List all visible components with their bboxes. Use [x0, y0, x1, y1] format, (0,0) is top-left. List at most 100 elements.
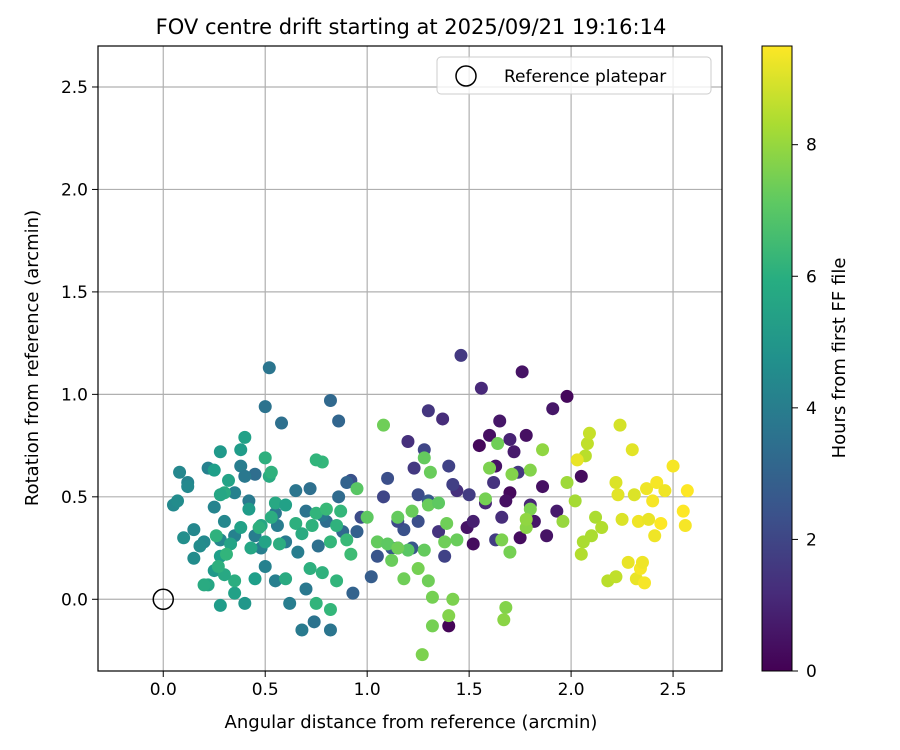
x-tick-label: 1.0: [354, 680, 381, 700]
scatter-point: [640, 482, 654, 496]
scatter-point: [495, 510, 509, 524]
scatter-point: [376, 490, 390, 504]
scatter-point: [224, 537, 238, 551]
scatter-point: [493, 414, 507, 428]
scatter-point: [523, 502, 537, 516]
scatter-point: [515, 365, 529, 379]
scatter-point: [495, 533, 509, 547]
scatter-point: [560, 389, 574, 403]
scatter-point: [417, 451, 431, 465]
scatter-point: [209, 529, 223, 543]
scatter-point: [307, 615, 321, 629]
scatter-point: [309, 506, 323, 520]
scatter-point: [234, 521, 248, 535]
scatter-point: [505, 467, 519, 481]
scatter-point: [546, 402, 560, 416]
y-axis-ticks: 0.0 0.5 1.0 1.5 2.0 2.5: [61, 78, 98, 610]
scatter-point: [550, 504, 564, 518]
scatter-point: [650, 475, 664, 489]
scatter-point: [311, 539, 325, 553]
scatter-point: [193, 539, 207, 553]
scatter-point: [676, 504, 690, 518]
plot-background: [98, 46, 722, 671]
scatter-point: [264, 465, 278, 479]
scatter-point: [173, 465, 187, 479]
scatter-point: [401, 543, 415, 557]
scatter-point: [291, 545, 305, 559]
scatter-point: [438, 535, 452, 549]
scatter-point: [503, 545, 517, 559]
scatter-point: [438, 549, 452, 563]
scatter-point: [615, 512, 629, 526]
scatter-point: [574, 469, 588, 483]
scatter-point: [213, 598, 227, 612]
scatter-point: [407, 461, 421, 475]
scatter-point: [244, 541, 258, 555]
scatter-point: [303, 562, 317, 576]
scatter-point: [275, 416, 289, 430]
scatter-point: [211, 559, 225, 573]
scatter-point: [609, 570, 623, 584]
scatter-point: [283, 596, 297, 610]
scatter-point: [411, 488, 425, 502]
scatter-point: [570, 453, 584, 467]
scatter-point: [478, 492, 492, 506]
scatter-point: [391, 541, 405, 555]
x-tick-label: 0.5: [252, 680, 279, 700]
colorbar-tick-label: 8: [806, 136, 817, 156]
plot-frame: [97, 45, 723, 672]
scatter-point: [272, 537, 286, 551]
scatter-point: [289, 484, 303, 498]
scatter-point: [638, 576, 652, 590]
x-axis-label: Angular distance from reference (arcmin): [225, 712, 598, 733]
scatter-point: [472, 439, 486, 453]
scatter-point: [421, 574, 435, 588]
scatter-point: [381, 471, 395, 485]
scatter-point: [415, 648, 429, 662]
y-axis-label: Rotation from reference (arcmin): [22, 210, 43, 506]
scatter-point: [299, 582, 313, 596]
legend-reference-marker: [455, 65, 477, 87]
scatter-point: [279, 572, 293, 586]
scatter-point: [411, 514, 425, 528]
scatter-point: [213, 488, 227, 502]
scatter-point: [360, 510, 374, 524]
scatter-point: [385, 553, 399, 567]
scatter-point: [279, 498, 293, 512]
scatter-point: [454, 348, 468, 362]
scatter-point: [289, 516, 303, 530]
y-tick-label: 1.0: [61, 385, 88, 405]
scatter-point: [442, 619, 456, 633]
scatter-point: [432, 496, 446, 510]
scatter-point: [252, 521, 266, 535]
scatter-point: [268, 496, 282, 510]
scatter-point: [560, 475, 574, 489]
legend-box: [436, 56, 712, 95]
scatter-point: [613, 418, 627, 432]
scatter-point: [309, 453, 323, 467]
scatter-point: [234, 443, 248, 457]
scatter-point: [584, 529, 598, 543]
scatter-point: [417, 543, 431, 557]
colorbar-tick-label: 6: [806, 267, 817, 287]
scatter-point: [462, 488, 476, 502]
scatter-point: [330, 519, 344, 533]
x-tick-label: 1.5: [456, 680, 483, 700]
scatter-point: [436, 412, 450, 426]
scatter-point: [423, 465, 437, 479]
scatter-point: [574, 547, 588, 561]
scatter-point: [580, 437, 594, 451]
scatter-point: [523, 463, 537, 477]
scatter-point: [627, 488, 641, 502]
scatter-point: [611, 488, 625, 502]
scatter-point: [450, 533, 464, 547]
scatter-point: [635, 555, 649, 569]
colorbar: 0 2 4 6 8 Hours from first FF file: [761, 45, 850, 682]
scatter-point: [323, 394, 337, 408]
scatter-point: [364, 570, 378, 584]
scatter-point: [483, 461, 497, 475]
scatter-point: [654, 516, 668, 530]
scatter-point: [234, 459, 248, 473]
scatter-point: [344, 547, 358, 561]
scatter-point: [381, 537, 395, 551]
